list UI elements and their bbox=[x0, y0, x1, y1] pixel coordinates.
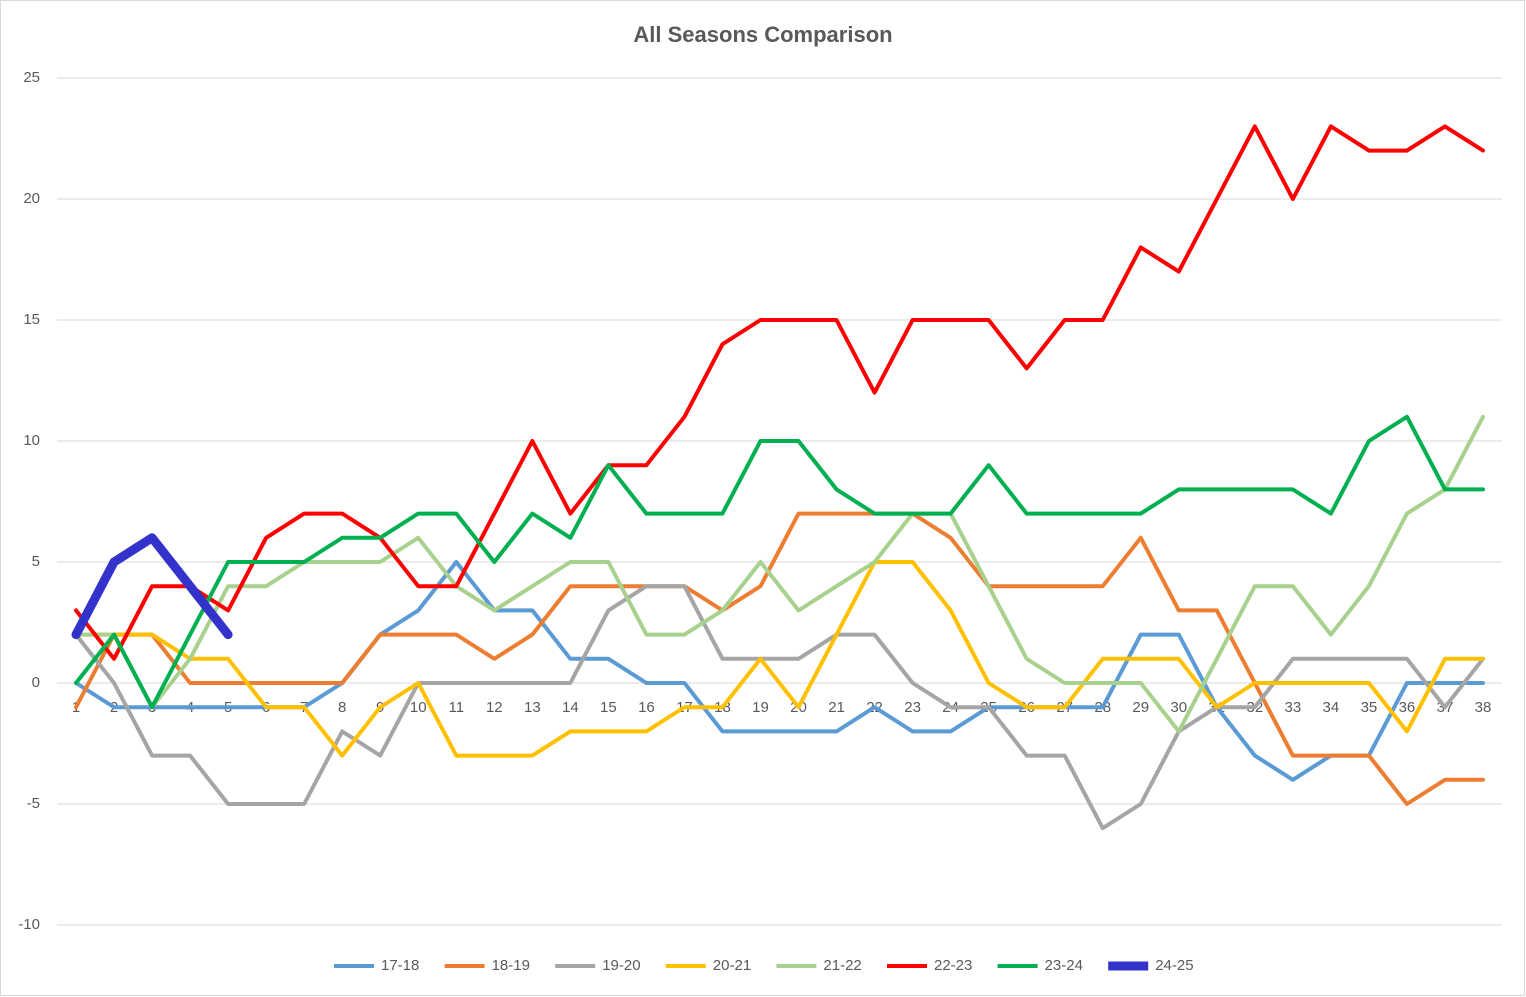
legend-label: 19-20 bbox=[602, 957, 640, 974]
legend-label: 17-18 bbox=[381, 957, 419, 974]
series-line bbox=[71, 533, 233, 640]
x-tick-label: 23 bbox=[904, 699, 921, 716]
y-tick-label: 20 bbox=[23, 190, 40, 207]
series-line bbox=[74, 414, 1485, 734]
legend-label: 20-21 bbox=[713, 957, 751, 974]
series-line bbox=[74, 560, 1485, 782]
legend-label: 21-22 bbox=[823, 957, 861, 974]
x-tick-label: 16 bbox=[638, 699, 655, 716]
x-tick-label: 14 bbox=[562, 699, 579, 716]
y-tick-label: 10 bbox=[23, 432, 40, 449]
x-tick-label: 38 bbox=[1475, 699, 1492, 716]
x-tick-label: 30 bbox=[1170, 699, 1187, 716]
legend-label: 23-24 bbox=[1045, 957, 1083, 974]
series-line bbox=[74, 560, 1485, 758]
x-tick-label: 11 bbox=[448, 699, 464, 716]
series-line bbox=[74, 124, 1485, 661]
series-line bbox=[74, 511, 1485, 806]
chart-title: All Seasons Comparison bbox=[633, 22, 892, 47]
x-tick-label: 8 bbox=[338, 699, 346, 716]
x-tick-label: 29 bbox=[1132, 699, 1149, 716]
x-tick-label: 13 bbox=[524, 699, 541, 716]
y-tick-label: 15 bbox=[23, 311, 40, 328]
x-tick-label: 19 bbox=[752, 699, 769, 716]
y-tick-label: -5 bbox=[27, 795, 40, 812]
y-tick-label: -10 bbox=[18, 916, 40, 933]
legend-label: 18-19 bbox=[492, 957, 530, 974]
x-tick-label: 21 bbox=[828, 699, 845, 716]
series-line bbox=[74, 414, 1485, 710]
x-tick-label: 10 bbox=[410, 699, 427, 716]
legend-label: 24-25 bbox=[1155, 957, 1193, 974]
series-line bbox=[74, 584, 1485, 831]
x-tick-label: 12 bbox=[486, 699, 503, 716]
legend-label: 22-23 bbox=[934, 957, 972, 974]
y-tick-label: 5 bbox=[32, 553, 40, 570]
x-tick-label: 35 bbox=[1361, 699, 1378, 716]
x-tick-label: 34 bbox=[1323, 699, 1340, 716]
x-tick-label: 36 bbox=[1399, 699, 1416, 716]
y-tick-label: 25 bbox=[23, 69, 40, 86]
x-tick-label: 33 bbox=[1285, 699, 1302, 716]
x-tick-label: 15 bbox=[600, 699, 617, 716]
y-tick-label: 0 bbox=[32, 674, 40, 691]
